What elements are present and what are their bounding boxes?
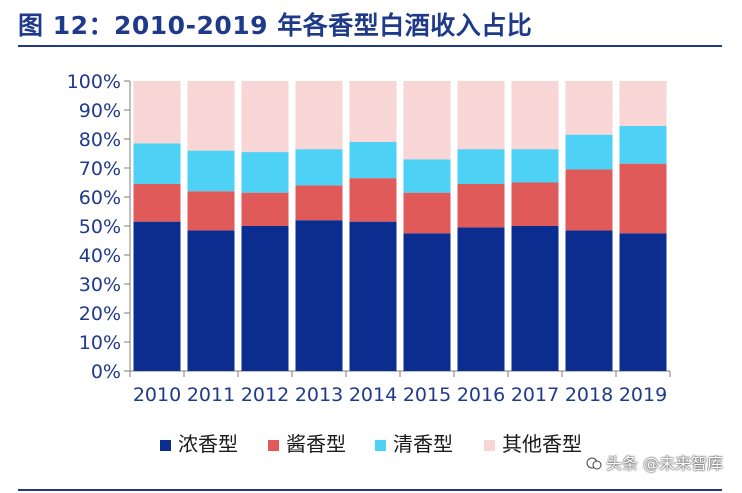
watermark: 头条 @未来智库 bbox=[586, 450, 723, 474]
legend-label: 清香型 bbox=[393, 432, 453, 456]
bar-segment bbox=[565, 169, 613, 231]
figure-title: 图 12：2010-2019 年各香型白酒收入占比 bbox=[18, 11, 533, 40]
x-tick-label: 2010 bbox=[133, 384, 181, 406]
y-tick-label: 80% bbox=[79, 129, 121, 151]
bar-segment bbox=[565, 230, 613, 371]
bar-segment bbox=[511, 182, 559, 226]
bar-segment bbox=[349, 221, 397, 371]
y-tick-label: 70% bbox=[79, 158, 121, 180]
bar-segment bbox=[187, 81, 235, 151]
legend-swatch bbox=[160, 440, 171, 451]
y-tick-label: 90% bbox=[79, 100, 121, 122]
bar-segment bbox=[511, 149, 559, 183]
bar-segment bbox=[241, 152, 289, 193]
bar-segment bbox=[187, 230, 235, 371]
x-tick-label: 2017 bbox=[511, 384, 559, 406]
x-tick-label: 2015 bbox=[403, 384, 451, 406]
legend-swatch bbox=[268, 440, 279, 451]
y-tick-label: 50% bbox=[79, 216, 121, 238]
bar-segment bbox=[457, 183, 505, 228]
bar-segment bbox=[403, 159, 451, 193]
legend-label: 其他香型 bbox=[502, 432, 582, 456]
bar-segment bbox=[349, 81, 397, 142]
watermark-text: 头条 @未来智库 bbox=[606, 454, 724, 473]
x-tick-label: 2012 bbox=[241, 384, 289, 406]
bar-segment bbox=[511, 226, 559, 371]
y-tick-label: 10% bbox=[79, 332, 121, 354]
bar-segment bbox=[565, 81, 613, 135]
bar-segment bbox=[457, 149, 505, 184]
x-tick-label: 2013 bbox=[295, 384, 343, 406]
wechat-icon bbox=[586, 456, 602, 472]
bar-segment bbox=[349, 178, 397, 222]
bar-segment bbox=[619, 125, 667, 164]
legend-label: 浓香型 bbox=[178, 432, 238, 456]
x-tick-label: 2011 bbox=[187, 384, 235, 406]
legend-swatch bbox=[375, 440, 386, 451]
bar-segment bbox=[187, 150, 235, 192]
legend-label: 酱香型 bbox=[286, 432, 346, 456]
bar-segment bbox=[295, 149, 343, 186]
bar-segment bbox=[403, 81, 451, 160]
y-tick-label: 100% bbox=[67, 71, 121, 93]
bar-segment bbox=[241, 226, 289, 371]
y-tick-label: 40% bbox=[79, 245, 121, 267]
bar-segment bbox=[241, 81, 289, 153]
y-tick-label: 20% bbox=[79, 303, 121, 325]
y-tick-label: 60% bbox=[79, 187, 121, 209]
bar-segment bbox=[241, 192, 289, 226]
y-tick-label: 0% bbox=[91, 361, 121, 383]
legend-swatch bbox=[484, 440, 495, 451]
y-tick-label: 30% bbox=[79, 274, 121, 296]
bar-segment bbox=[133, 143, 181, 184]
bar-segment bbox=[133, 221, 181, 371]
bar-segment bbox=[133, 81, 181, 144]
footer-divider bbox=[18, 489, 722, 491]
bar-segment bbox=[403, 233, 451, 371]
bar-segment bbox=[457, 227, 505, 371]
bar-segment bbox=[295, 81, 343, 150]
x-tick-label: 2016 bbox=[457, 384, 505, 406]
bar-segment bbox=[619, 81, 667, 126]
bar-segment bbox=[457, 81, 505, 150]
bar-segment bbox=[565, 134, 613, 170]
bar-segment bbox=[619, 233, 667, 371]
bar-segment bbox=[403, 192, 451, 234]
x-tick-label: 2014 bbox=[349, 384, 397, 406]
bar-segment bbox=[349, 141, 397, 179]
title-divider bbox=[18, 45, 722, 47]
bar-segment bbox=[295, 185, 343, 221]
bar-segment bbox=[295, 220, 343, 371]
bar-segment bbox=[619, 163, 667, 234]
bar-segment bbox=[133, 183, 181, 222]
x-tick-label: 2019 bbox=[619, 384, 667, 406]
bar-segment bbox=[511, 81, 559, 150]
x-tick-label: 2018 bbox=[565, 384, 613, 406]
bar-segment bbox=[187, 191, 235, 231]
